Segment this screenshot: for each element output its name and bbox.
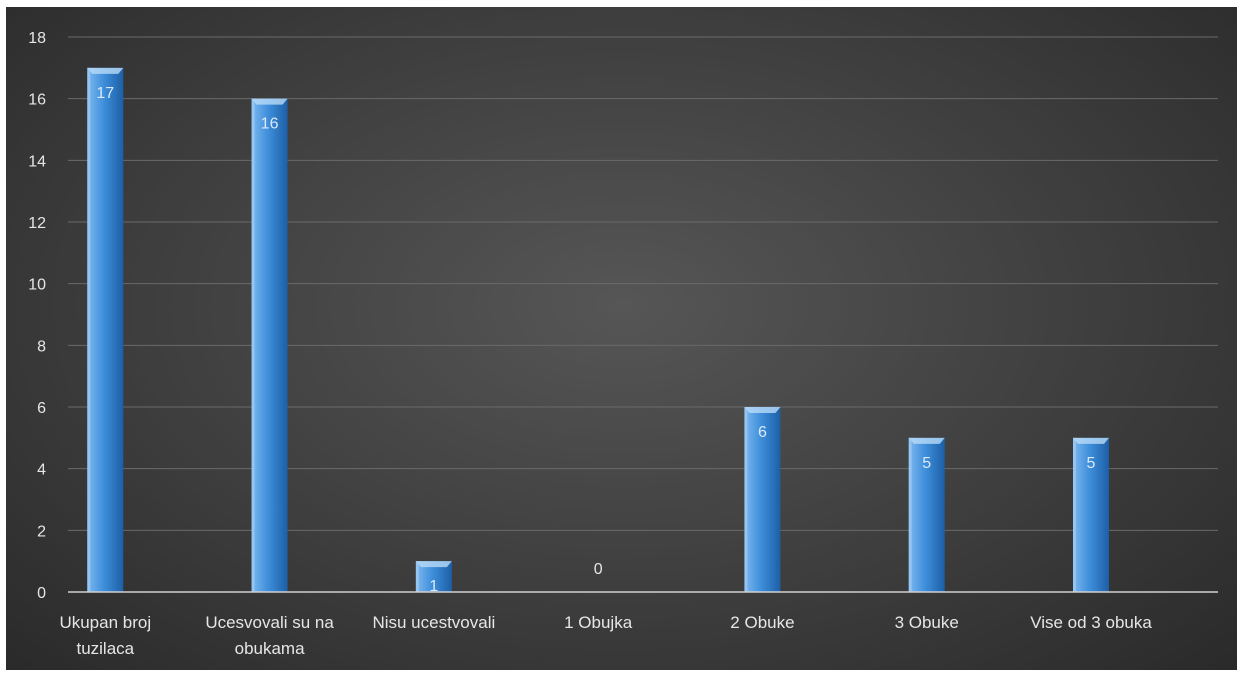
x-category-label: 3 Obuke [895, 613, 959, 632]
y-tick-label: 8 [37, 338, 46, 355]
x-category-label: Ukupan broj tuzilaca [59, 613, 151, 658]
x-category-label-line: Ucesvovali su na [205, 613, 334, 632]
bar-edge [87, 67, 91, 593]
y-tick-label: 6 [37, 400, 46, 417]
y-tick-label: 4 [37, 462, 46, 479]
data-label: 17 [96, 85, 114, 102]
bar-edge [908, 437, 912, 592]
bar-bevel [1073, 437, 1110, 444]
data-label: 5 [922, 455, 931, 472]
y-tick-label: 2 [37, 523, 46, 540]
x-category-label-line: obukama [235, 639, 305, 658]
x-category-label-line: 1 Obujka [564, 613, 633, 632]
x-category-label-line: tuzilaca [76, 639, 134, 658]
bar-bevel [415, 561, 452, 568]
chart-area: 0 2 4 6 8 10 12 14 16 18 17 Ukupan broj tuzilaca 16 U… [6, 7, 1237, 670]
bar [1073, 437, 1110, 592]
y-tick-label: 14 [28, 153, 46, 170]
x-category-label: 1 Obujka [564, 613, 633, 632]
bar-bevel [908, 437, 945, 444]
bar [744, 407, 781, 592]
x-category-label-line: 3 Obuke [895, 613, 959, 632]
bar [908, 437, 945, 592]
data-label: 6 [758, 424, 767, 441]
y-tick-label: 16 [28, 92, 46, 109]
bar [87, 67, 124, 593]
x-category-label: Ucesvovali su na obukama [205, 613, 334, 658]
bars [87, 67, 1110, 593]
data-label: 16 [261, 116, 279, 133]
bar-edge [251, 98, 255, 593]
gridlines [68, 36, 1218, 531]
bar-edge [415, 561, 419, 592]
x-category-label-line: 2 Obuke [730, 613, 794, 632]
x-category-label: Vise od 3 obuka [1030, 613, 1152, 632]
bar-bevel [744, 407, 781, 413]
data-label: 1 [429, 578, 438, 595]
x-category-label-line: Ukupan broj [59, 613, 151, 632]
data-label: 5 [1087, 455, 1096, 472]
x-category-label-line: Nisu ucestvovali [372, 613, 495, 632]
y-tick-label: 12 [28, 215, 46, 232]
y-tick-label: 18 [28, 30, 46, 47]
data-label: 0 [594, 561, 603, 578]
bar-bevel [87, 67, 124, 74]
bar-bevel [251, 98, 288, 105]
bar-edge [1073, 437, 1077, 592]
y-tick-label: 0 [37, 585, 46, 602]
x-category-label: 2 Obuke [730, 613, 794, 632]
y-tick-label: 10 [28, 277, 46, 294]
bar-edge [744, 407, 748, 592]
x-category-label: Nisu ucestvovali [372, 613, 495, 632]
bar [251, 98, 288, 593]
x-category-label-line: Vise od 3 obuka [1030, 613, 1152, 632]
